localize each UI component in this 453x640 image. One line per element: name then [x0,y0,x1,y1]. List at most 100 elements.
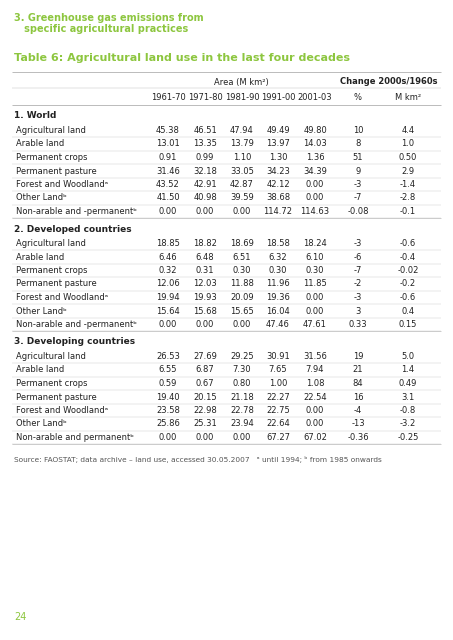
Text: 42.12: 42.12 [266,180,290,189]
Text: 0.00: 0.00 [306,419,324,429]
Text: 0.00: 0.00 [196,320,214,329]
Text: Non-arable and -permanentᵇ: Non-arable and -permanentᵇ [16,320,137,329]
Text: 45.38: 45.38 [156,126,180,135]
Text: 1.0: 1.0 [401,140,414,148]
Text: 42.87: 42.87 [230,180,254,189]
Text: Arable land: Arable land [16,253,64,262]
Text: 11.96: 11.96 [266,280,290,289]
Text: 6.32: 6.32 [269,253,287,262]
Text: 51: 51 [353,153,363,162]
Text: 2.9: 2.9 [401,166,414,175]
Text: Non-arable and permanentᵇ: Non-arable and permanentᵇ [16,433,134,442]
Text: 0.15: 0.15 [399,320,417,329]
Text: 3. Greenhouse gas emissions from: 3. Greenhouse gas emissions from [14,13,204,23]
Text: 0.00: 0.00 [233,433,251,442]
Text: 16: 16 [353,392,363,401]
Text: 22.64: 22.64 [266,419,290,429]
Text: 0.30: 0.30 [269,266,287,275]
Text: Forest and Woodlandᵃ: Forest and Woodlandᵃ [16,293,108,302]
Text: 22.54: 22.54 [303,392,327,401]
Text: 30.91: 30.91 [266,352,290,361]
Text: 47.94: 47.94 [230,126,254,135]
Text: 19: 19 [353,352,363,361]
Text: Permanent pasture: Permanent pasture [16,392,97,401]
Text: -2.8: -2.8 [400,193,416,202]
Text: Agricultural land: Agricultural land [16,239,86,248]
Text: 0.00: 0.00 [233,320,251,329]
Text: 23.58: 23.58 [156,406,180,415]
Text: 46.51: 46.51 [193,126,217,135]
Text: -4: -4 [354,406,362,415]
Text: 84: 84 [353,379,363,388]
Text: -0.6: -0.6 [400,293,416,302]
Text: 114.72: 114.72 [264,207,293,216]
Text: %: % [354,93,362,102]
Text: 0.4: 0.4 [401,307,414,316]
Text: 11.85: 11.85 [303,280,327,289]
Text: Source: FAOSTAT; data archive – land use, accessed 30.05.2007   ᵃ until 1994; ᵇ : Source: FAOSTAT; data archive – land use… [14,456,382,463]
Text: -3.2: -3.2 [400,419,416,429]
Text: 39.59: 39.59 [230,193,254,202]
Text: 31.46: 31.46 [156,166,180,175]
Text: 2001-03: 2001-03 [298,93,333,102]
Text: 0.30: 0.30 [306,266,324,275]
Text: -0.2: -0.2 [400,280,416,289]
Text: 25.31: 25.31 [193,419,217,429]
Text: 0.00: 0.00 [196,433,214,442]
Text: 3: 3 [355,307,361,316]
Text: 3. Developing countries: 3. Developing countries [14,337,135,346]
Text: 34.23: 34.23 [266,166,290,175]
Text: -6: -6 [354,253,362,262]
Text: -3: -3 [354,293,362,302]
Text: Forest and Woodlandᵃ: Forest and Woodlandᵃ [16,180,108,189]
Text: 0.00: 0.00 [196,207,214,216]
Text: 29.25: 29.25 [230,352,254,361]
Text: 21.18: 21.18 [230,392,254,401]
Text: 1.30: 1.30 [269,153,287,162]
Text: 42.91: 42.91 [193,180,217,189]
Text: 47.61: 47.61 [303,320,327,329]
Text: -0.4: -0.4 [400,253,416,262]
Text: -2: -2 [354,280,362,289]
Text: 18.82: 18.82 [193,239,217,248]
Text: 13.35: 13.35 [193,140,217,148]
Text: Permanent pasture: Permanent pasture [16,166,97,175]
Text: 67.02: 67.02 [303,433,327,442]
Text: 0.33: 0.33 [349,320,367,329]
Text: -13: -13 [351,419,365,429]
Text: 0.00: 0.00 [159,433,177,442]
Text: 47.46: 47.46 [266,320,290,329]
Text: 1. World: 1. World [14,111,56,120]
Text: 20.15: 20.15 [193,392,217,401]
Text: -0.1: -0.1 [400,207,416,216]
Text: 6.55: 6.55 [159,365,177,374]
Text: 15.64: 15.64 [156,307,180,316]
Text: 6.51: 6.51 [233,253,251,262]
Text: Change 2000s/1960s: Change 2000s/1960s [340,77,438,86]
Text: 25.86: 25.86 [156,419,180,429]
Text: 31.56: 31.56 [303,352,327,361]
Text: 24: 24 [14,612,26,622]
Text: 23.94: 23.94 [230,419,254,429]
Text: 0.00: 0.00 [306,193,324,202]
Text: 43.52: 43.52 [156,180,180,189]
Text: 7.65: 7.65 [269,365,287,374]
Text: 1.36: 1.36 [306,153,324,162]
Text: 3.1: 3.1 [401,392,414,401]
Text: 1971-80: 1971-80 [188,93,222,102]
Text: 13.97: 13.97 [266,140,290,148]
Text: 9: 9 [355,166,361,175]
Text: 5.0: 5.0 [401,352,414,361]
Text: 1981-90: 1981-90 [225,93,259,102]
Text: 22.27: 22.27 [266,392,290,401]
Text: 18.58: 18.58 [266,239,290,248]
Text: 18.85: 18.85 [156,239,180,248]
Text: -0.25: -0.25 [397,433,419,442]
Text: 10: 10 [353,126,363,135]
Text: 40.98: 40.98 [193,193,217,202]
Text: 0.00: 0.00 [306,180,324,189]
Text: Permanent crops: Permanent crops [16,153,87,162]
Text: Table 6: Agricultural land use in the last four decades: Table 6: Agricultural land use in the la… [14,53,350,63]
Text: 6.10: 6.10 [306,253,324,262]
Text: 11.88: 11.88 [230,280,254,289]
